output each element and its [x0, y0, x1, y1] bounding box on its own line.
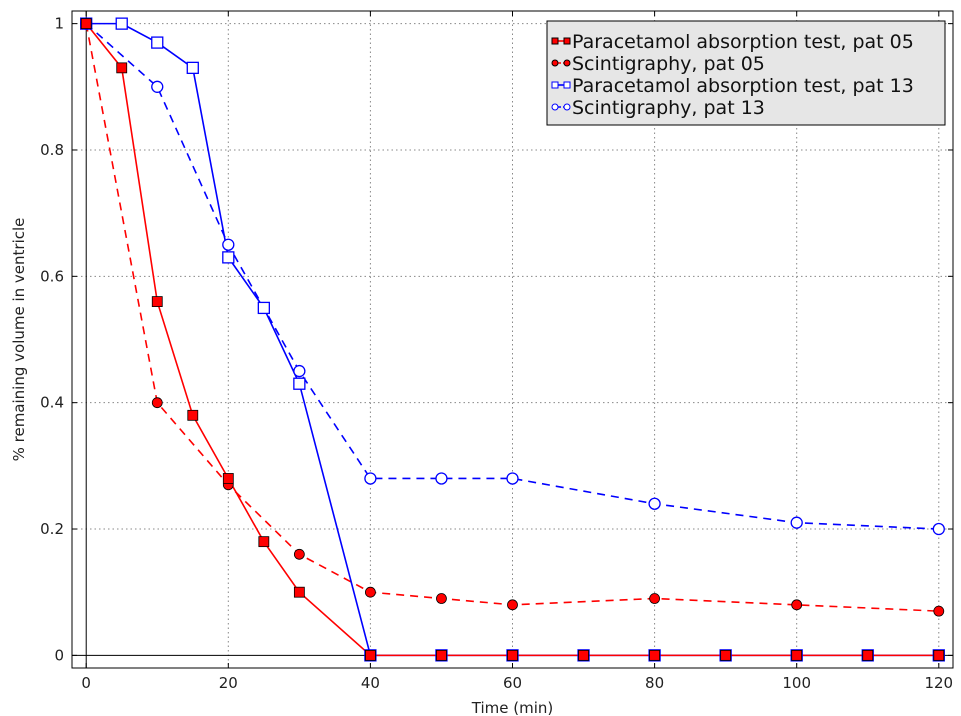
legend-marker	[551, 37, 559, 45]
data-point	[435, 472, 448, 485]
data-point	[578, 649, 589, 661]
y-tick-label: 1	[54, 15, 64, 33]
data-point	[293, 548, 305, 560]
x-tick-label: 20	[219, 674, 238, 692]
legend-label: Scintigraphy, pat 05	[572, 53, 765, 75]
data-point	[933, 605, 945, 617]
legend-entry: Scintigraphy, pat 05	[551, 53, 765, 75]
data-point	[80, 18, 92, 30]
x-tick-label: 60	[503, 674, 522, 692]
y-tick-label: 0.2	[40, 520, 64, 538]
data-point	[507, 599, 518, 611]
data-point	[933, 649, 945, 661]
legend-marker	[551, 103, 559, 111]
x-tick-label: 120	[924, 674, 953, 692]
data-point	[116, 62, 128, 74]
series-line	[85, 23, 939, 612]
y-tick-label: 0.6	[40, 267, 64, 285]
y-tick-label: 0.4	[40, 394, 64, 412]
series-line	[85, 23, 939, 657]
data-point	[186, 61, 199, 75]
series-line	[85, 23, 939, 530]
data-point	[365, 586, 376, 598]
data-point	[364, 472, 377, 485]
data-point	[436, 593, 447, 604]
data-point	[257, 301, 270, 315]
legend-marker	[563, 103, 571, 111]
data-point	[649, 649, 660, 661]
legend-marker	[551, 59, 559, 67]
data-point	[862, 649, 874, 661]
legend-marker	[563, 81, 571, 89]
data-point	[365, 649, 376, 661]
data-point	[187, 409, 199, 421]
data-point	[791, 649, 803, 661]
data-point	[151, 397, 163, 409]
data-point	[151, 80, 164, 93]
x-tick-label: 0	[81, 674, 91, 692]
legend-marker	[563, 59, 571, 67]
data-point	[151, 36, 164, 49]
legend-entry: Scintigraphy, pat 13	[551, 97, 765, 119]
legend-label: Scintigraphy, pat 13	[572, 97, 765, 119]
data-point	[648, 497, 661, 510]
data-point	[720, 649, 732, 661]
x-axis-title: Time (min)	[471, 699, 553, 716]
series-layer	[80, 17, 945, 662]
data-point	[507, 649, 518, 661]
data-point	[222, 238, 235, 251]
x-tick-label: 100	[782, 674, 811, 692]
x-tick-label: 40	[361, 674, 380, 692]
tick-labels: 0 20 40 60 80 100 120 0 0.2 0.4 0.6 0.8 1	[40, 15, 953, 692]
data-point	[506, 472, 519, 485]
legend-entry: Paracetamol absorption test, pat 05	[551, 31, 914, 53]
legend-label: Paracetamol absorption test, pat 05	[572, 31, 914, 53]
legend: Paracetamol absorption test, pat 05Scint…	[546, 20, 946, 126]
legend-label: Paracetamol absorption test, pat 13	[572, 75, 914, 97]
x-tick-label: 80	[645, 674, 664, 692]
data-point	[293, 586, 305, 598]
legend-marker	[551, 81, 559, 89]
y-axis-title: % remaining volume in ventricle	[10, 218, 28, 462]
data-point	[293, 377, 306, 390]
data-point	[222, 473, 234, 484]
data-point	[293, 364, 306, 378]
legend-marker	[563, 37, 571, 45]
y-tick-label: 0.8	[40, 141, 64, 159]
data-point	[790, 516, 803, 529]
y-tick-label: 0	[54, 646, 64, 664]
data-point	[258, 536, 270, 548]
data-point	[649, 593, 660, 604]
data-point	[791, 599, 803, 611]
data-point	[151, 296, 163, 307]
data-point	[222, 251, 235, 264]
legend-box	[546, 20, 946, 126]
data-point	[115, 17, 128, 30]
data-point	[436, 649, 447, 661]
legend-entry: Paracetamol absorption test, pat 13	[551, 75, 914, 97]
data-point	[932, 522, 945, 536]
